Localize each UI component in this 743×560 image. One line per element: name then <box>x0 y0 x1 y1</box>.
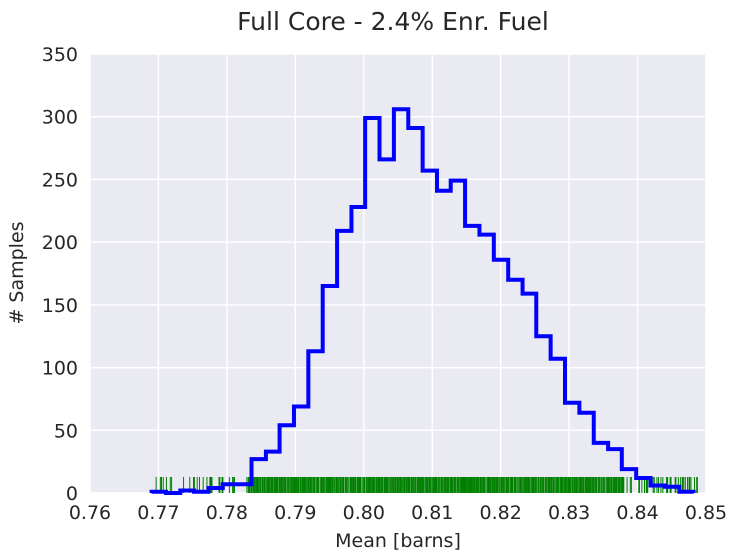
y-tick-label: 100 <box>42 358 78 380</box>
x-tick-label: 0.78 <box>206 502 248 524</box>
x-tick-label: 0.76 <box>69 502 111 524</box>
x-tick-label: 0.80 <box>343 502 385 524</box>
histogram-step-line <box>149 107 696 495</box>
plot-background <box>90 54 706 493</box>
y-tick-labels: 0 50 100 150 200 250 300 350 <box>42 44 78 505</box>
x-tick-label: 0.83 <box>548 502 590 524</box>
y-axis-label: # Samples <box>6 221 28 324</box>
x-tick-label: 0.82 <box>480 502 522 524</box>
y-tick-label: 300 <box>42 107 78 129</box>
x-tick-label: 0.85 <box>685 502 727 524</box>
y-tick-label: 50 <box>54 420 78 442</box>
x-tick-label: 0.84 <box>616 502 658 524</box>
y-tick-label: 200 <box>42 232 78 254</box>
y-tick-label: 250 <box>42 169 78 191</box>
y-tick-label: 150 <box>42 295 78 317</box>
x-tick-label: 0.77 <box>137 502 179 524</box>
x-axis-label: Mean [barns] <box>335 530 461 552</box>
y-tick-label: 350 <box>42 44 78 66</box>
chart-title: Full Core - 2.4% Enr. Fuel <box>237 7 549 36</box>
x-tick-labels: 0.76 0.77 0.78 0.79 0.80 0.81 0.82 0.83 0.84 0.85 <box>69 502 727 524</box>
x-tick-label: 0.81 <box>411 502 453 524</box>
y-tick-label: 0 <box>66 483 78 505</box>
x-tick-label: 0.79 <box>274 502 316 524</box>
